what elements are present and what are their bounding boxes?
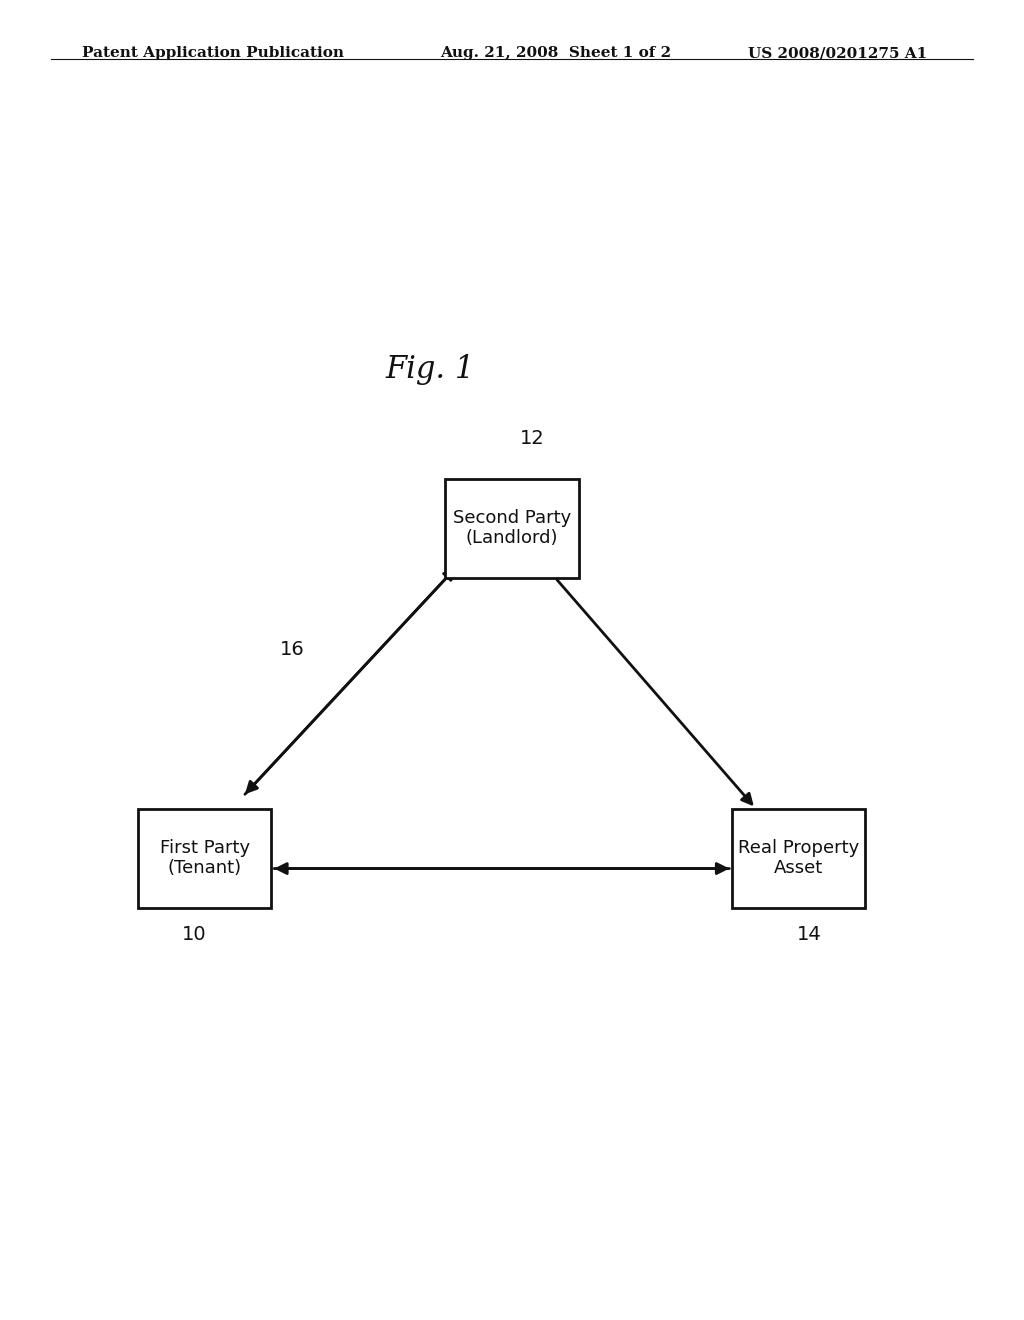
Text: First Party
(Tenant): First Party (Tenant) <box>160 838 250 878</box>
FancyBboxPatch shape <box>732 808 865 908</box>
FancyBboxPatch shape <box>445 479 579 578</box>
Text: 12: 12 <box>520 429 545 447</box>
Text: Patent Application Publication: Patent Application Publication <box>82 46 344 61</box>
Text: 10: 10 <box>182 925 207 944</box>
Text: 14: 14 <box>797 925 821 944</box>
FancyBboxPatch shape <box>138 808 271 908</box>
Text: Second Party
(Landlord): Second Party (Landlord) <box>453 508 571 548</box>
Text: US 2008/0201275 A1: US 2008/0201275 A1 <box>748 46 927 61</box>
Text: Fig. 1: Fig. 1 <box>385 354 475 385</box>
Text: 16: 16 <box>280 640 304 659</box>
Text: Aug. 21, 2008  Sheet 1 of 2: Aug. 21, 2008 Sheet 1 of 2 <box>440 46 672 61</box>
Text: Real Property
Asset: Real Property Asset <box>738 838 859 878</box>
